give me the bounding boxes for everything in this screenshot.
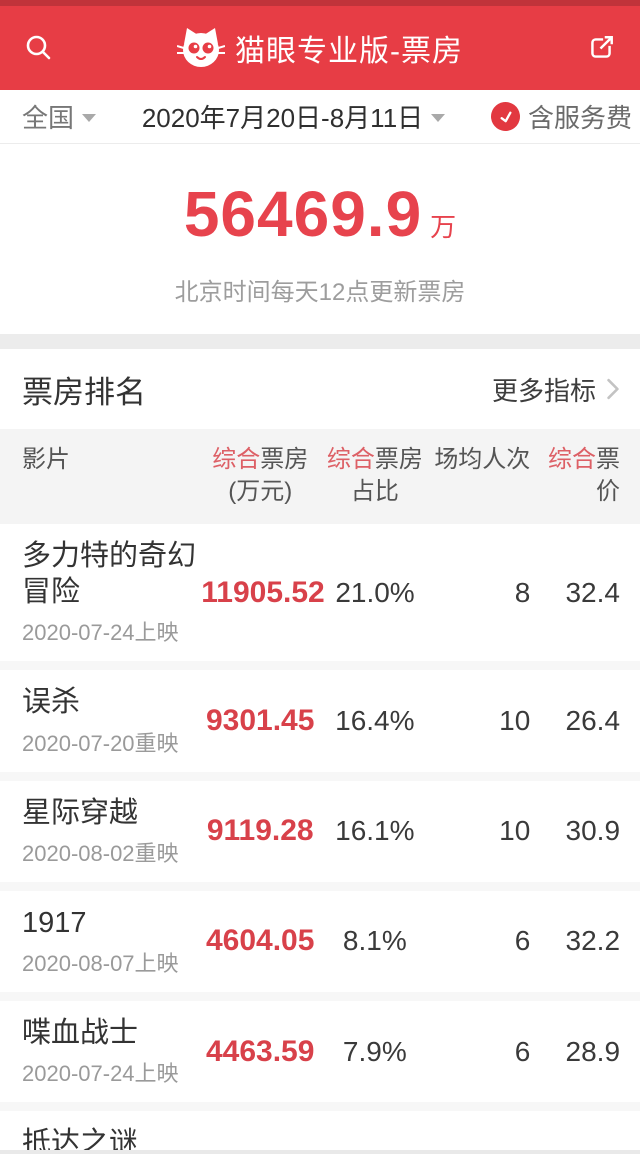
share-button[interactable] — [584, 31, 618, 65]
movie-title: 抵达之谜 — [22, 1127, 139, 1154]
row-separator — [0, 661, 640, 671]
share-value: 7.9% — [342, 1035, 407, 1067]
search-button[interactable] — [22, 31, 56, 65]
filter-bar: 全国 2020年7月20日-8月11日 含服务费 — [0, 90, 640, 144]
total-box-office-value: 56469.9 — [183, 178, 423, 250]
col-header-movie: 影片 — [22, 446, 70, 473]
movie-row[interactable]: 喋血战士 2020-07-24上映 4463.59 7.9% 6 28.9 — [0, 1001, 640, 1103]
movie-info: 多力特的奇幻冒险 2020-07-24上映 — [22, 538, 201, 648]
movie-release-date: 2020-07-20重映 — [22, 730, 179, 756]
row-separator — [0, 1102, 640, 1112]
price-value: 30.9 — [565, 815, 621, 847]
service-fee-label: 含服务费 — [527, 103, 632, 133]
movie-title: 误杀 — [22, 686, 81, 719]
price-value: 32.4 — [565, 576, 620, 608]
movie-row[interactable]: 星际穿越 2020-08-02重映 9119.28 16.1% 10 30.9 — [0, 780, 640, 882]
movie-info: 星际穿越 2020-08-02重映 — [22, 795, 201, 868]
col-header-price[interactable]: 综合票价 — [548, 446, 621, 506]
movie-info: 误杀 2020-07-20重映 — [22, 684, 201, 757]
share-icon — [591, 36, 613, 58]
region-selector[interactable]: 全国 — [22, 98, 97, 135]
attendance-value: 5 — [431, 1146, 531, 1154]
box-office-value: 4463.59 — [205, 1034, 315, 1068]
more-metrics-link[interactable]: 更多指标 — [492, 371, 620, 408]
movie-title: 喋血战士 — [22, 1017, 139, 1050]
share-value: 8.1% — [342, 925, 407, 957]
movie-release-date: 2020-08-07上映 — [22, 951, 179, 977]
table-header: 影片 综合票房 (万元) 综合票房 占比 场均人次 综合票价 — [0, 429, 640, 524]
price-value: 32.2 — [565, 925, 621, 957]
status-strip — [0, 0, 640, 6]
date-range-label: 2020年7月20日-8月11日 — [141, 103, 424, 133]
service-fee-toggle[interactable]: 含服务费 — [489, 98, 632, 135]
ranking-title: 票房排名 — [22, 374, 146, 410]
chevron-down-icon — [82, 114, 97, 122]
row-separator — [0, 881, 640, 891]
search-icon — [26, 35, 51, 60]
total-box-office: 56469.9 万 — [0, 182, 640, 246]
total-box-office-unit: 万 — [430, 212, 457, 242]
movie-release-date: 2020-07-24上映 — [22, 620, 179, 646]
movie-info: 喋血战士 2020-07-24上映 — [22, 1015, 201, 1088]
movie-info: 抵达之谜 2020-07-31上映 — [22, 1125, 201, 1154]
update-note: 北京时间每天12点更新票房 — [174, 279, 466, 306]
box-office-value: 4604.05 — [205, 924, 315, 958]
price-value: 30.1 — [530, 1146, 621, 1154]
movie-row[interactable]: 误杀 2020-07-20重映 9301.45 16.4% 10 26.4 — [0, 670, 640, 772]
share-value: 4.4% — [319, 1146, 431, 1154]
share-value: 16.1% — [335, 815, 415, 847]
col-header-box-office[interactable]: 综合票房 (万元) — [212, 446, 309, 506]
section-divider — [0, 334, 640, 349]
maoyan-cat-logo-icon — [177, 28, 225, 67]
movie-release-date: 2020-08-02重映 — [22, 840, 179, 866]
region-label: 全国 — [22, 103, 75, 133]
movie-title: 多力特的奇幻冒险 — [22, 539, 197, 609]
movie-row[interactable]: 抵达之谜 2020-07-31上映 2508.41 4.4% 5 30.1 — [0, 1111, 640, 1154]
row-separator — [0, 992, 640, 1002]
attendance-value: 10 — [499, 704, 531, 736]
app-title: 猫眼专业版-票房 — [235, 35, 463, 68]
more-metrics-label: 更多指标 — [491, 375, 596, 406]
col-header-share[interactable]: 综合票房 占比 — [326, 446, 423, 506]
movie-title: 星际穿越 — [22, 796, 139, 829]
movie-release-date: 2020-07-24上映 — [22, 1061, 179, 1087]
share-value: 21.0% — [335, 576, 415, 608]
box-office-summary: 56469.9 万 北京时间每天12点更新票房 — [0, 144, 640, 334]
chevron-down-icon — [431, 114, 446, 122]
share-value: 16.4% — [335, 704, 415, 736]
attendance-value: 10 — [499, 815, 531, 847]
chevron-right-icon — [607, 378, 619, 400]
app-header: 猫眼专业版-票房 — [0, 6, 640, 90]
row-separator — [0, 771, 640, 781]
price-value: 28.9 — [565, 1035, 621, 1067]
col-header-attendance[interactable]: 场均人次 — [434, 446, 531, 473]
box-office-value: 2508.41 — [201, 1145, 319, 1154]
attendance-value: 6 — [514, 1035, 531, 1067]
movie-info: 1917 2020-08-07上映 — [22, 905, 201, 978]
price-value: 26.4 — [565, 704, 621, 736]
attendance-value: 6 — [514, 925, 531, 957]
movie-row[interactable]: 多力特的奇幻冒险 2020-07-24上映 11905.52 21.0% 8 3… — [0, 523, 640, 662]
box-office-value: 9119.28 — [206, 814, 314, 848]
movie-title: 1917 — [22, 906, 87, 939]
movie-row[interactable]: 1917 2020-08-07上映 4604.05 8.1% 6 32.2 — [0, 890, 640, 993]
date-range-selector[interactable]: 2020年7月20日-8月11日 — [141, 98, 446, 135]
check-circle-icon — [489, 100, 522, 133]
box-office-value: 9301.45 — [205, 703, 315, 737]
app-title-group: 猫眼专业版-票房 — [177, 26, 463, 70]
box-office-value: 11905.52 — [201, 575, 325, 609]
ranking-section-header: 票房排名 更多指标 — [0, 349, 640, 429]
attendance-value: 8 — [514, 576, 531, 608]
bottom-edge-line — [0, 1150, 640, 1154]
